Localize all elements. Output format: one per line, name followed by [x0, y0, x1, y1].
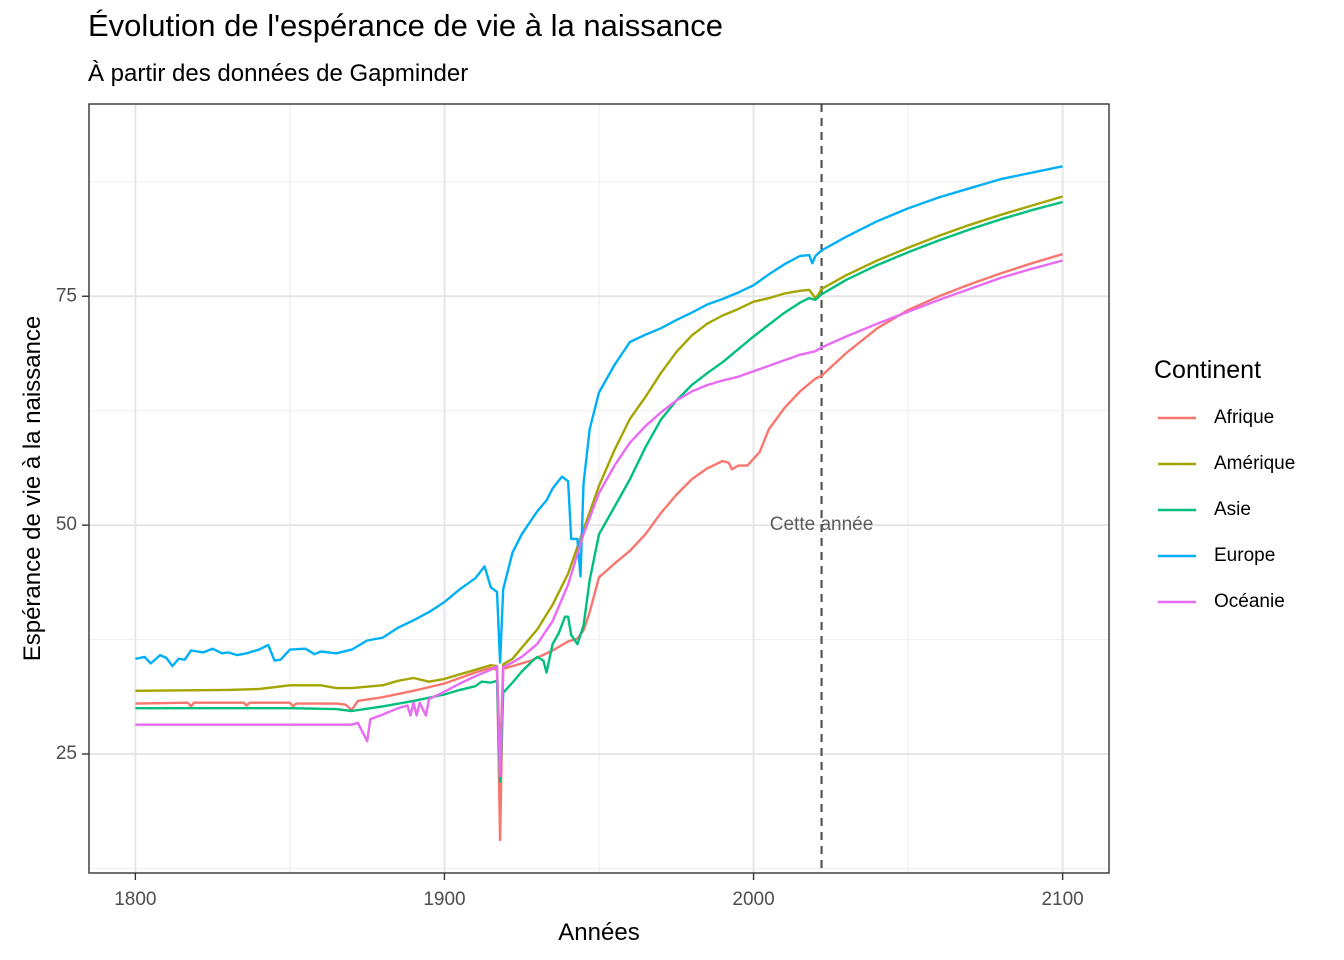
legend-title: Continent	[1154, 356, 1261, 384]
legend-label-afrique: Afrique	[1214, 407, 1274, 428]
plot-panel-border	[88, 103, 1110, 874]
chart-title: Évolution de l'espérance de vie à la nai…	[88, 8, 723, 43]
x-tick-label: 2100	[1041, 889, 1083, 910]
series-line-afrique	[135, 252, 1063, 842]
y-tick-label: 75	[56, 285, 77, 306]
current-year-label: Cette année	[770, 514, 874, 535]
legend-label-amérique: Amérique	[1214, 453, 1295, 474]
series-line-asie	[135, 200, 1063, 783]
x-tick-label: 1900	[423, 889, 465, 910]
axes-layer: 1800 1900 2000 2100 25 50 75 Années Espérance de…	[19, 285, 1084, 946]
series-line-amérique	[135, 195, 1063, 765]
series-line-océanie	[135, 259, 1063, 778]
y-axis-title: Espérance de vie à la naissance	[19, 316, 46, 662]
series-layer	[135, 165, 1063, 842]
series-line-europe	[135, 165, 1063, 668]
vline-layer: Cette année	[770, 104, 874, 873]
x-tick-label: 1800	[114, 889, 156, 910]
legend-label-océanie: Océanie	[1214, 591, 1285, 612]
chart-subtitle: À partir des données de Gapminder	[88, 60, 469, 87]
x-axis-title: Années	[558, 919, 639, 946]
y-tick-label: 50	[56, 514, 77, 535]
legend-label-asie: Asie	[1214, 499, 1251, 520]
legend-label-europe: Europe	[1214, 545, 1275, 566]
y-tick-label: 25	[56, 743, 77, 764]
x-tick-label: 2000	[732, 889, 774, 910]
legend: Continent Afrique Amérique Asie Europe Océani…	[1154, 356, 1295, 612]
